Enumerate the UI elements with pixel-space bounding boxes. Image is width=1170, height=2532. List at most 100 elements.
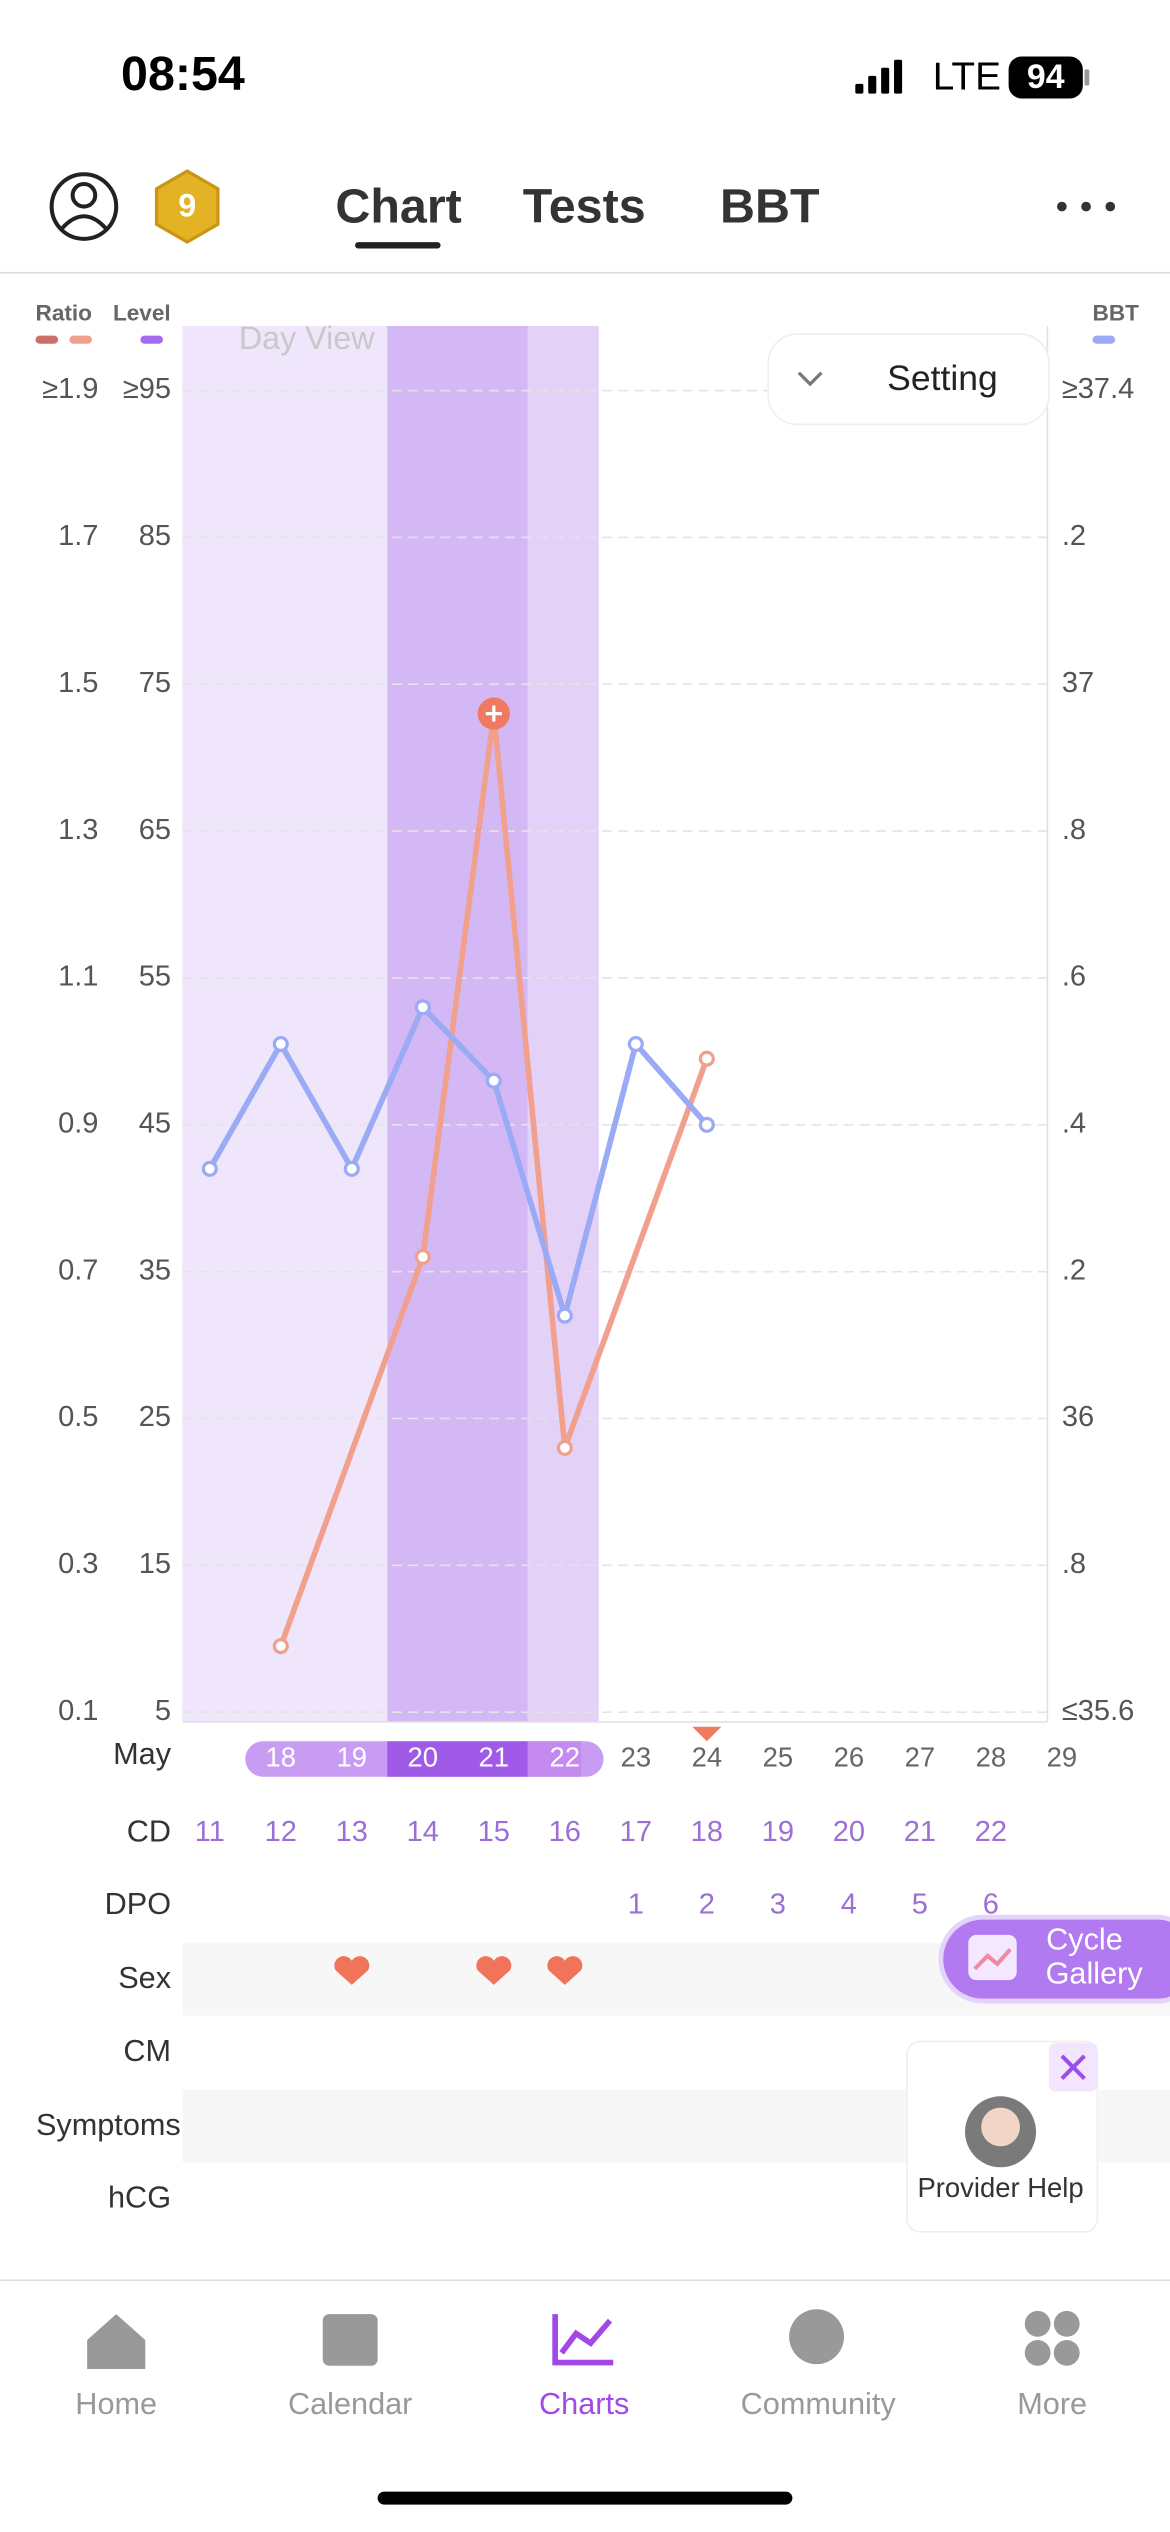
signal (855, 59, 903, 94)
data-point (272, 1638, 289, 1655)
tick-label: ≥95 (123, 373, 171, 405)
date-label: 29 (1047, 1741, 1078, 1772)
cd-label: 11 (195, 1816, 225, 1848)
cd-label: 12 (265, 1816, 297, 1848)
cd-label: 13 (336, 1816, 368, 1848)
legend-swatch (1092, 335, 1116, 344)
calendar-icon (322, 2314, 378, 2366)
cd-label: 22 (975, 1816, 1007, 1848)
tick-label: 0.3 (58, 1548, 98, 1580)
dpo-label: 5 (912, 1889, 928, 1921)
tick-label: 0.5 (58, 1401, 98, 1433)
positive-plus (485, 705, 502, 722)
tick-label: ≥1.9 (42, 373, 98, 405)
data-point (343, 1160, 360, 1177)
data-point (414, 1248, 431, 1266)
high-band (527, 325, 599, 1722)
battery-level: 94 (1027, 58, 1065, 96)
legend-label: Level (113, 301, 171, 326)
legend-label: Ratio (36, 301, 92, 326)
data-point (556, 1439, 573, 1456)
tick-label: .4 (1062, 1107, 1086, 1139)
tick-label: 15 (139, 1548, 171, 1580)
date-label: 28 (976, 1741, 1007, 1772)
dpo-label: 2 (699, 1889, 715, 1921)
data-point (627, 1035, 644, 1053)
gallery-icon-line (973, 1948, 1012, 1971)
badge[interactable] (154, 169, 220, 244)
row-label: CM (123, 2034, 171, 2068)
community-icon (789, 2309, 845, 2365)
tab[interactable]: Chart (335, 180, 461, 234)
data-point (201, 1160, 218, 1177)
home-icon (87, 2314, 146, 2370)
cd-label: 19 (762, 1816, 794, 1848)
setting-button[interactable] (767, 333, 1050, 426)
nav-item[interactable]: Home (75, 2387, 157, 2421)
provider-label: Provider Help (917, 2172, 1083, 2203)
date-label: 23 (621, 1741, 652, 1772)
nav-item[interactable]: Community (741, 2387, 897, 2421)
tick-label: .8 (1062, 814, 1086, 846)
chevron (797, 371, 823, 387)
cd-label: 14 (407, 1816, 439, 1848)
provider-face (981, 2107, 1020, 2147)
gallery-label: Gallery (1046, 1956, 1144, 1990)
tick-label: 55 (139, 961, 171, 993)
date-label: 27 (905, 1741, 936, 1772)
profile-button[interactable] (49, 172, 119, 241)
tick-label: 1.1 (58, 961, 98, 993)
dpo-label: 6 (983, 1889, 999, 1921)
dpo-label: 3 (770, 1889, 786, 1921)
tick-label: 5 (155, 1695, 171, 1727)
tick-label: ≤35.6 (1062, 1695, 1134, 1727)
tick-label: 35 (139, 1254, 171, 1286)
row-label: hCG (108, 2181, 171, 2215)
nav-item[interactable]: Calendar (288, 2387, 412, 2421)
today-marker (692, 1726, 722, 1742)
cd-label: 21 (904, 1816, 936, 1848)
home-indicator (377, 2491, 793, 2505)
tick-label: 0.7 (58, 1254, 98, 1286)
tick-label: 45 (139, 1107, 171, 1139)
tick-label: 85 (139, 520, 171, 552)
dpo-label: 4 (841, 1889, 857, 1921)
date-label: 19 (337, 1741, 368, 1772)
clock: 08:54 (121, 47, 245, 101)
data-point (556, 1307, 573, 1324)
data-point (698, 1050, 715, 1067)
cd-label: 17 (620, 1816, 652, 1848)
tick-label: 1.7 (58, 520, 98, 552)
more-icon (1024, 2310, 1080, 2366)
tick-label: ≥37.4 (1062, 373, 1134, 405)
nav-item[interactable]: More (1017, 2387, 1087, 2421)
sex-markers (334, 1956, 583, 1985)
view-label: Day View (239, 320, 375, 356)
date-label: 24 (692, 1741, 723, 1772)
row-label: DPO (105, 1887, 171, 1921)
tick-label: 36 (1062, 1401, 1094, 1433)
date-label: 20 (408, 1741, 439, 1772)
tick-label: 25 (139, 1401, 171, 1433)
badge-level: 9 (178, 188, 196, 224)
date-label: 26 (834, 1741, 865, 1772)
network: LTE (933, 55, 1001, 98)
more-menu[interactable] (1057, 201, 1116, 212)
setting-label: Setting (887, 358, 998, 398)
tick-label: .2 (1062, 1254, 1086, 1286)
series-line (207, 1004, 709, 1319)
cd-label: 16 (549, 1816, 581, 1848)
month-label: May (113, 1737, 172, 1771)
plot (182, 389, 1048, 1714)
row-label: Sex (118, 1961, 171, 1995)
tab[interactable]: BBT (720, 180, 820, 234)
peak-band (387, 325, 528, 1722)
tick-label: .6 (1062, 961, 1086, 993)
gallery-label: Cycle (1046, 1922, 1123, 1956)
date-pill (527, 1741, 581, 1777)
tab[interactable]: Tests (523, 180, 646, 234)
nav-item[interactable]: Charts (539, 2387, 629, 2421)
close-icon (1060, 2054, 1086, 2080)
tick-label: 1.5 (58, 667, 98, 699)
